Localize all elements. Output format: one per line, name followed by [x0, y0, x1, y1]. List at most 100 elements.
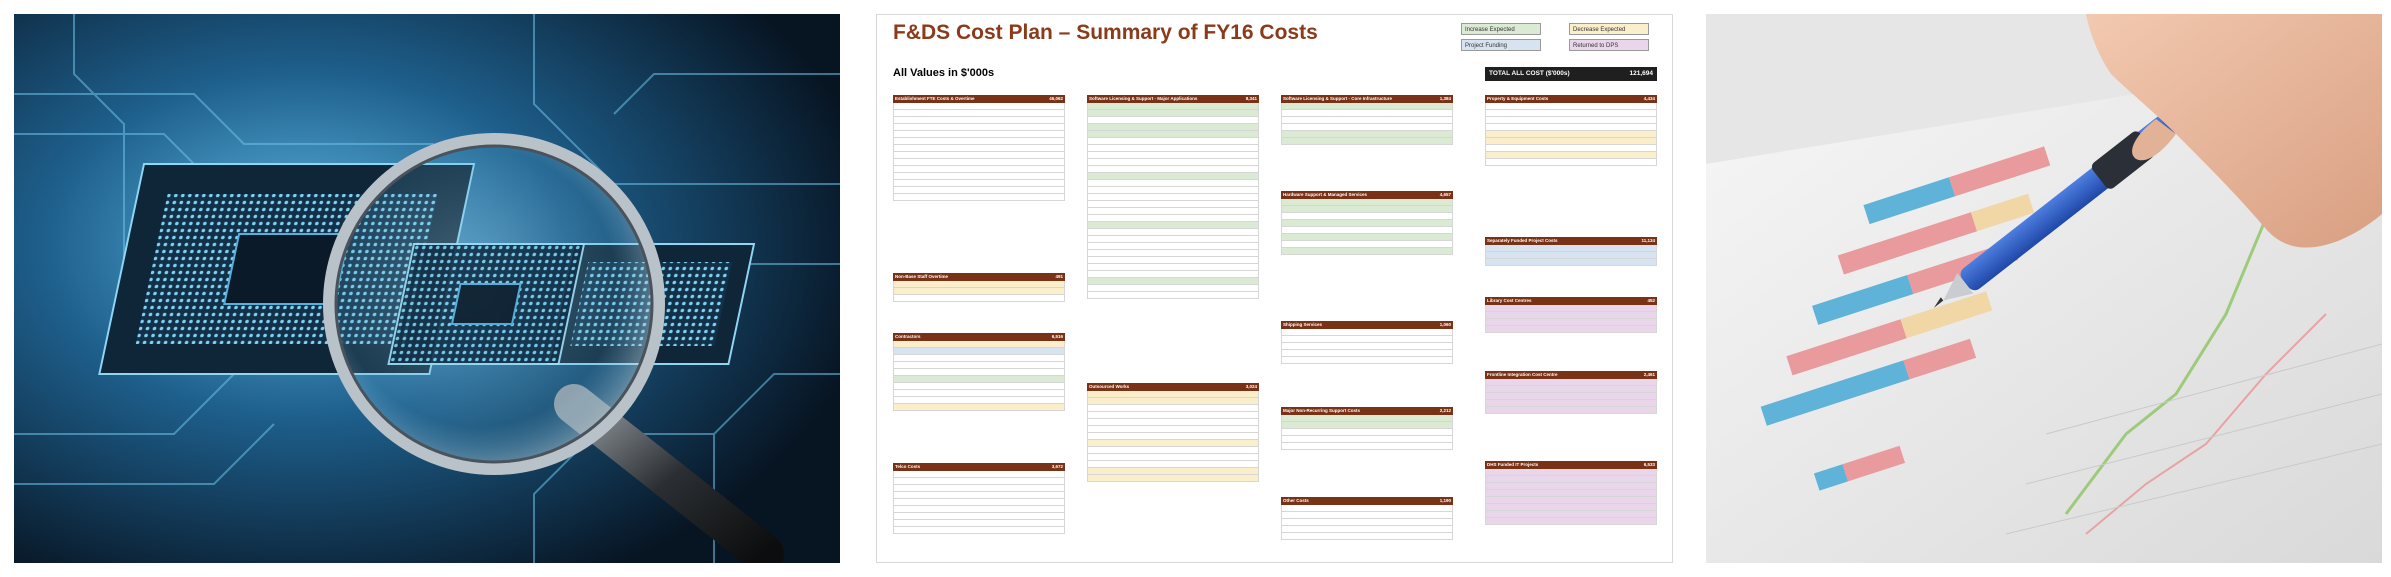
cost-table-row [1087, 194, 1259, 201]
cost-table-row [893, 513, 1065, 520]
cost-table-row [893, 281, 1065, 288]
cost-table-row [1281, 220, 1453, 227]
cost-table-row [1485, 319, 1657, 326]
cost-table: DHS Funded IT Projects 6,533 [1485, 461, 1657, 525]
cost-table-row [893, 369, 1065, 376]
cost-table-row [893, 520, 1065, 527]
cost-table-row [1485, 469, 1657, 476]
cost-table-row [893, 404, 1065, 411]
cost-table-row [1087, 461, 1259, 468]
cost-table-row [893, 397, 1065, 404]
cost-table-header: Software Licensing & Support - Major App… [1087, 95, 1259, 103]
cost-table-row [1087, 103, 1259, 110]
cost-table-row [893, 506, 1065, 513]
cost-table-header: Contractors 6,516 [893, 333, 1065, 341]
cost-table-row [1087, 440, 1259, 447]
cost-table-header: Other Costs 1,190 [1281, 497, 1453, 505]
cost-table-row [1281, 526, 1453, 533]
cost-table-row [1087, 131, 1259, 138]
cost-table-row [1087, 222, 1259, 229]
cost-table-row [893, 131, 1065, 138]
cost-table-row [1281, 357, 1453, 364]
cost-table-row [1281, 206, 1453, 213]
cost-table-header: Establishment FTE Costs & Overtime 46,062 [893, 95, 1065, 103]
cost-table-row [1485, 245, 1657, 252]
cost-table-row [1281, 519, 1453, 526]
cost-table-row [1281, 415, 1453, 422]
cost-table-total: 452 [1647, 298, 1655, 303]
cost-table-row [893, 383, 1065, 390]
cost-table-row [1087, 208, 1259, 215]
cost-table: Non-Base Staff Overtime 491 [893, 273, 1065, 302]
cost-table-total: 4,434 [1643, 96, 1655, 101]
cost-table-row [893, 376, 1065, 383]
cost-table-row [1485, 312, 1657, 319]
cost-table: Outsourced Works 3,024 [1087, 383, 1259, 482]
cost-table-title: Frontline Integration Cost Centre [1487, 372, 1558, 377]
cost-table-row [893, 362, 1065, 369]
cost-table-row [1087, 159, 1259, 166]
cost-table-row [1087, 433, 1259, 440]
cost-table-title: Major Non-Recurring Support Costs [1283, 408, 1361, 413]
circuit-magnifier-image [14, 14, 840, 563]
cost-table-row [1087, 405, 1259, 412]
cost-table-row [1281, 350, 1453, 357]
cost-table-row [893, 124, 1065, 131]
cost-table-header: Frontline Integration Cost Centre 2,461 [1485, 371, 1657, 379]
cost-table-total: 8,341 [1245, 96, 1257, 101]
cost-table-row [1485, 400, 1657, 407]
cost-table-total: 11,134 [1641, 238, 1655, 243]
cost-table-row [1281, 110, 1453, 117]
cost-table: Library Cost Centres 452 [1485, 297, 1657, 333]
cost-table-row [1485, 103, 1657, 110]
cost-table-title: Property & Equipment Costs [1487, 96, 1549, 101]
circuit-board-illustration [14, 14, 840, 563]
cost-table-header: Separately Funded Project Costs 11,134 [1485, 237, 1657, 245]
cost-table-total: 1,190 [1439, 498, 1451, 503]
cost-table-row [1485, 138, 1657, 145]
cost-table-row [1281, 248, 1453, 255]
cost-table-row [1281, 443, 1453, 450]
cost-table-title: Shipping Services [1283, 322, 1323, 327]
cost-table-row [893, 288, 1065, 295]
cost-table-row [1485, 159, 1657, 166]
cost-table-row [1485, 326, 1657, 333]
cost-table-row [1485, 131, 1657, 138]
cost-table-title: Outsourced Works [1089, 384, 1130, 389]
cost-table-row [1281, 512, 1453, 519]
cost-table-row [893, 173, 1065, 180]
cost-table-row [893, 295, 1065, 302]
cost-table-row [1485, 110, 1657, 117]
cost-table-row [1087, 166, 1259, 173]
cost-table-row [1087, 152, 1259, 159]
cost-table-header: Major Non-Recurring Support Costs 2,212 [1281, 407, 1453, 415]
cost-table-row [1485, 490, 1657, 497]
cost-table-row [1281, 422, 1453, 429]
cost-table-row [1087, 264, 1259, 271]
cost-table-row [1485, 483, 1657, 490]
cost-table-header: DHS Funded IT Projects 6,533 [1485, 461, 1657, 469]
cost-table-row [893, 103, 1065, 110]
cost-table-row [1281, 131, 1453, 138]
cost-table-row [1281, 429, 1453, 436]
cost-table-row [1087, 398, 1259, 405]
cost-table-title: Software Licensing & Support - Core Infr… [1283, 96, 1393, 101]
cost-table-row [1485, 476, 1657, 483]
cost-table-row [1087, 454, 1259, 461]
legend-item: Increase Expected [1461, 23, 1541, 35]
cost-table-row [893, 194, 1065, 201]
cost-table: Major Non-Recurring Support Costs 2,212 [1281, 407, 1453, 450]
legend-item: Returned to DPS [1569, 39, 1649, 51]
cost-table-row [1281, 138, 1453, 145]
cost-table-row [893, 138, 1065, 145]
cost-table-row [893, 492, 1065, 499]
cost-table-header: Library Cost Centres 452 [1485, 297, 1657, 305]
cost-table-row [1485, 152, 1657, 159]
cost-table-row [1087, 201, 1259, 208]
cost-table-title: Hardware Support & Managed Services [1283, 192, 1368, 197]
cost-table-row [1087, 180, 1259, 187]
cost-table-title: Contractors [895, 334, 921, 339]
cost-table-row [1281, 505, 1453, 512]
cost-table-total: 6,533 [1643, 462, 1655, 467]
cost-table-header: Property & Equipment Costs 4,434 [1485, 95, 1657, 103]
